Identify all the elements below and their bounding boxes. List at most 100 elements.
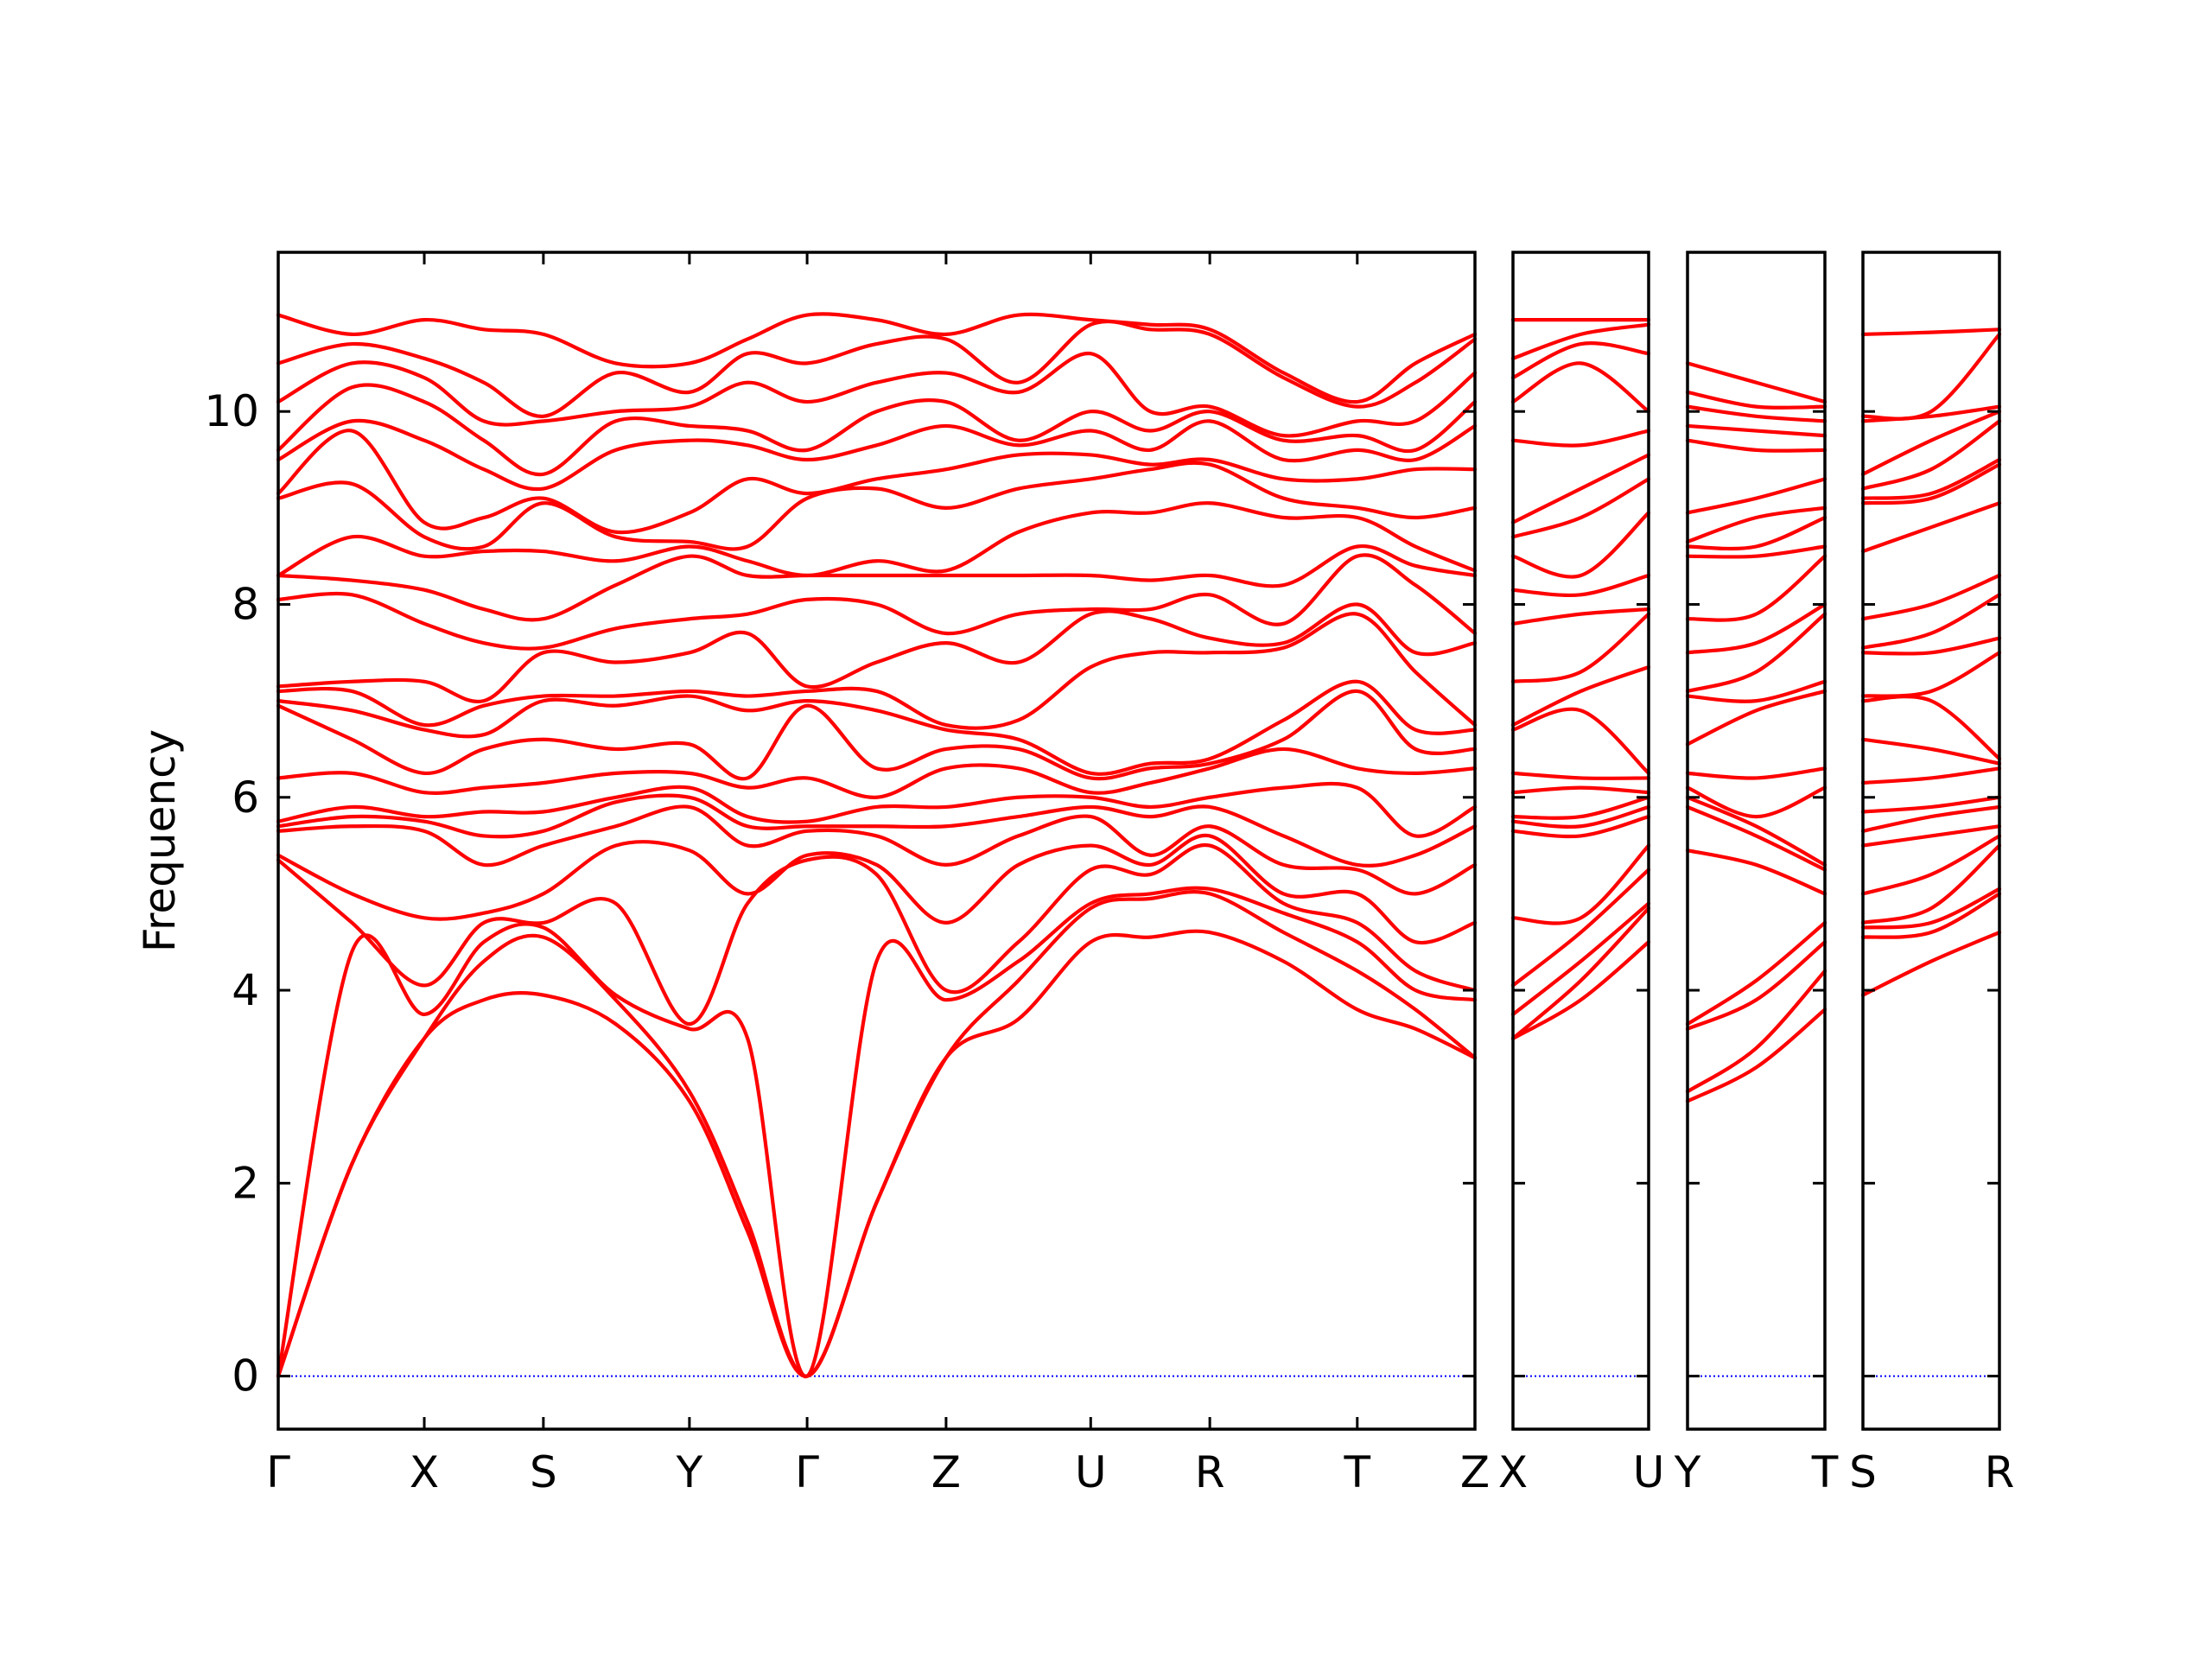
band-line (1510, 901, 1651, 1017)
band-line (276, 833, 1478, 945)
band-line (1860, 824, 2002, 848)
band-line (276, 929, 1478, 1378)
band-line (1510, 795, 1651, 820)
band-line (1685, 390, 1827, 410)
axes-frame (1511, 251, 1650, 1431)
band-line (1510, 477, 1651, 539)
band-line (1860, 501, 2002, 554)
y-tick-label: 8 (232, 579, 259, 629)
x-tick-label: X (410, 1447, 439, 1497)
band-line (276, 418, 1478, 492)
band-line (1685, 438, 1827, 453)
band-line (1685, 1007, 1827, 1103)
band-line (1685, 423, 1827, 438)
band-line (1510, 453, 1651, 524)
x-tick-label: U (1633, 1447, 1665, 1497)
band-line (1860, 887, 2002, 930)
band-line (1860, 457, 2002, 500)
band-line (1685, 849, 1827, 896)
x-tick-label: U (1075, 1447, 1107, 1497)
band-line (276, 886, 1478, 1378)
band-line (1510, 612, 1651, 683)
band-line (1860, 419, 2002, 491)
band-line (1510, 607, 1651, 626)
band-line (1860, 834, 2002, 896)
band-line (1510, 322, 1651, 360)
band-line (1685, 612, 1827, 694)
band-line (276, 612, 1478, 730)
band-line (1685, 544, 1827, 559)
band-line (1685, 554, 1827, 622)
band-line (1860, 327, 2002, 336)
band-line (1685, 804, 1827, 872)
band-line (1685, 689, 1827, 747)
band-line (1860, 462, 2002, 505)
band-line (1685, 940, 1827, 1031)
axes-frame (276, 251, 1477, 1431)
band-line (276, 747, 1478, 799)
band-line (1685, 477, 1827, 515)
x-tick-label: Γ (266, 1447, 290, 1497)
band-line (276, 793, 1478, 868)
band-line (1860, 636, 2002, 656)
band-line (1510, 771, 1651, 780)
x-tick-label: Y (1674, 1447, 1701, 1497)
band-line (1685, 795, 1827, 868)
y-tick-label: 2 (232, 1158, 259, 1208)
band-line (1510, 573, 1651, 597)
band-line (1510, 707, 1651, 775)
x-tick-label: S (530, 1447, 557, 1497)
band-line (276, 501, 1478, 578)
band-line (1685, 505, 1827, 544)
band-line (1510, 341, 1651, 380)
band-line (276, 383, 1478, 477)
band-line (276, 781, 1478, 838)
band-line (1510, 511, 1651, 579)
band-line (276, 689, 1478, 781)
band-line (1860, 593, 2002, 650)
band-line (1685, 404, 1827, 423)
band-line (1685, 785, 1827, 819)
band-line (1860, 737, 2002, 766)
band-line (276, 352, 1478, 438)
x-tick-label: R (1195, 1447, 1225, 1497)
x-tick-label: Z (1460, 1447, 1490, 1497)
band-line (1510, 664, 1651, 728)
band-line (1510, 361, 1651, 414)
x-tick-label: S (1849, 1447, 1877, 1497)
axes-frame (1686, 251, 1827, 1431)
band-line (1860, 795, 2002, 814)
band-line (1510, 940, 1651, 1040)
band-line (276, 312, 1478, 404)
y-axis-label: Frequency (135, 729, 185, 952)
x-tick-label: X (1498, 1447, 1528, 1497)
band-line (1685, 602, 1827, 655)
axes-frame (1861, 251, 2001, 1431)
x-tick-label: Z (931, 1447, 961, 1497)
band-line (276, 679, 1478, 776)
band-line (1510, 804, 1651, 829)
band-line (1860, 695, 2002, 761)
band-line (1510, 868, 1651, 988)
y-tick-label: 0 (232, 1351, 259, 1402)
band-line (1860, 332, 2002, 421)
band-line (1860, 930, 2002, 997)
band-line (1510, 429, 1651, 448)
band-line (1860, 410, 2002, 476)
band-line (1510, 785, 1651, 795)
band-line (276, 319, 1478, 418)
band-line (1860, 404, 2002, 423)
band-line (276, 890, 1478, 1378)
band-line (276, 842, 1478, 1027)
band-line (1860, 573, 2002, 621)
y-tick-label: 4 (232, 965, 259, 1015)
band-line (1860, 843, 2002, 925)
y-tick-label: 10 (204, 386, 259, 436)
x-tick-label: Y (676, 1447, 703, 1497)
band-line (276, 553, 1478, 651)
band-line (276, 602, 1478, 704)
band-line (276, 804, 1478, 896)
x-tick-label: T (1344, 1447, 1371, 1497)
